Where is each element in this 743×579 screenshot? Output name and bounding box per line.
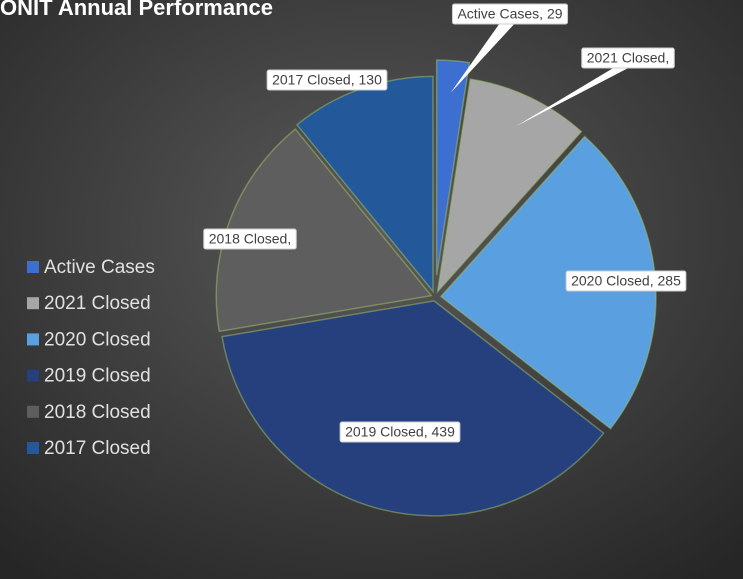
callout: [450, 20, 518, 93]
pie-slice: [436, 78, 583, 294]
pie-slice: [435, 59, 471, 276]
data-label-box: [451, 3, 569, 25]
legend-label: 2019 Closed: [44, 366, 151, 387]
data-label-box: [339, 421, 461, 443]
pie-slice: [221, 300, 605, 517]
data-label-box: [565, 270, 687, 292]
legend-swatch: [27, 405, 39, 418]
data-label-box: [266, 69, 388, 91]
chart-title: ONIT Annual Performance: [0, 0, 273, 20]
legend-label: 2018 Closed: [44, 402, 151, 423]
legend-swatch: [27, 369, 39, 382]
legend-swatch: [27, 261, 39, 273]
data-label: 2017 Closed, 130: [272, 72, 382, 88]
data-label: 2021 Closed,: [587, 50, 670, 66]
legend-swatch: [27, 297, 39, 310]
data-label-box: [203, 228, 297, 250]
data-label: 2020 Closed, 285: [571, 273, 681, 289]
legend-swatch: [27, 442, 39, 454]
data-label: Active Cases, 29: [457, 6, 562, 22]
data-label: 2018 Closed,: [209, 231, 292, 247]
legend-label: 2020 Closed: [44, 329, 151, 350]
callout: [515, 64, 636, 127]
pie-slice: [215, 127, 433, 333]
data-label-box: [581, 47, 675, 69]
legend-label: 2017 Closed: [44, 438, 151, 459]
data-label: 2019 Closed, 439: [345, 424, 455, 440]
legend-swatch: [27, 333, 39, 346]
legend-label: Active Cases: [44, 257, 155, 278]
legend-label: 2021 Closed: [44, 293, 151, 314]
